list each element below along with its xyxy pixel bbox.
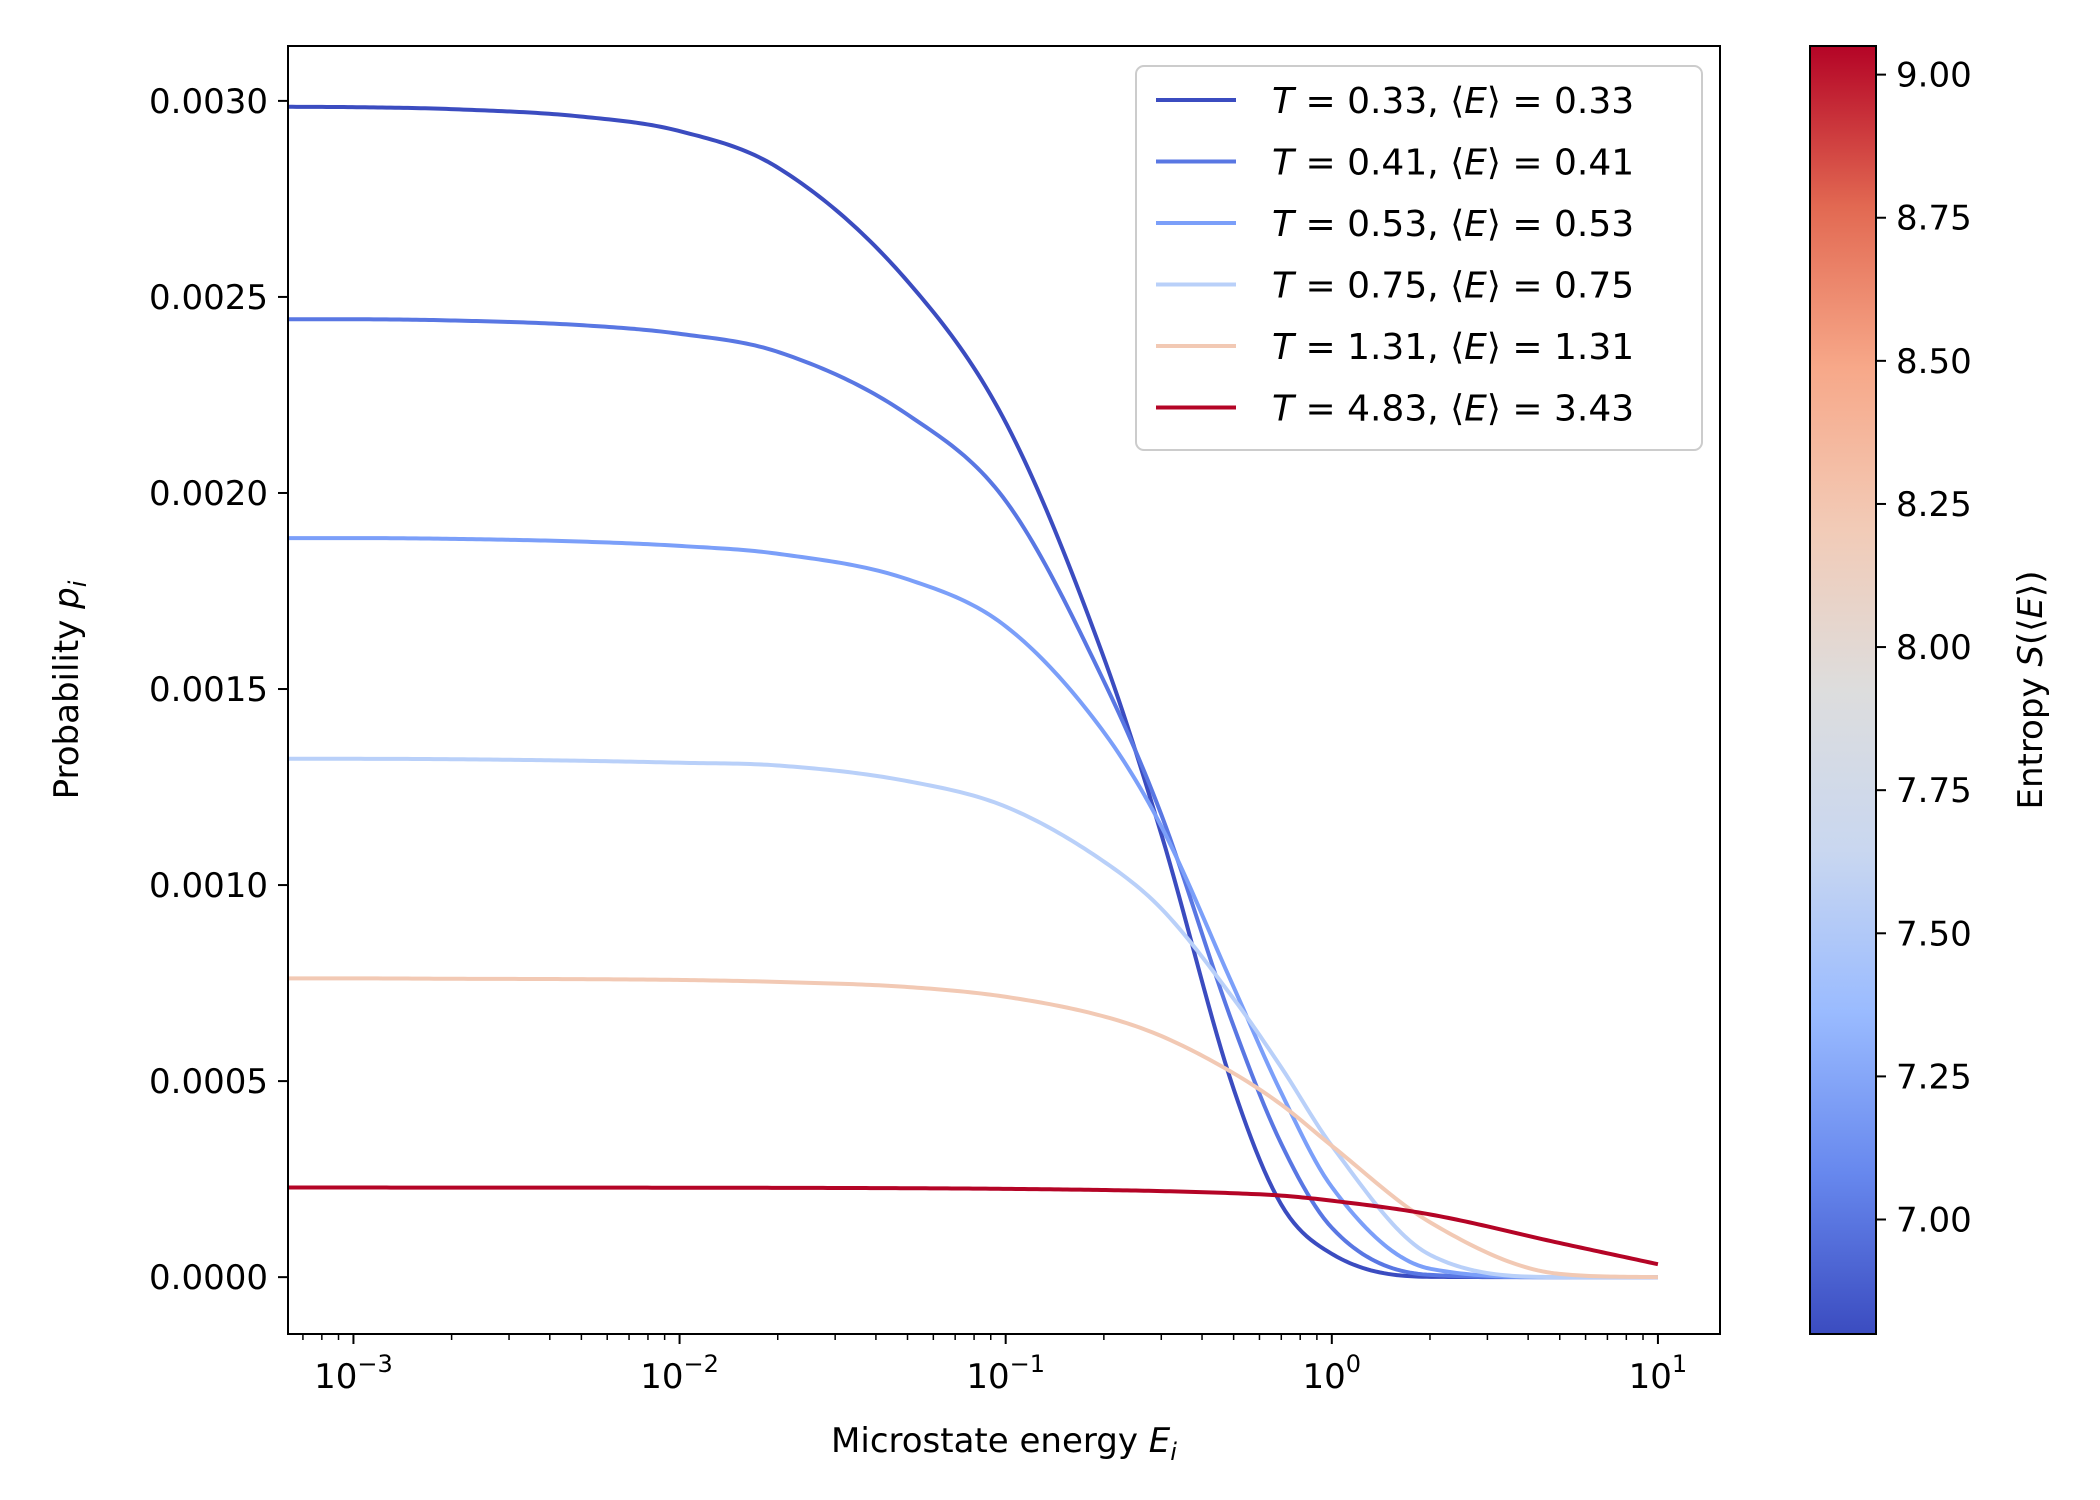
series-line-6 bbox=[288, 1185, 1659, 1267]
colorbar-label-inner: E bbox=[2011, 596, 2051, 618]
x-tick-label: 10−3 bbox=[314, 1350, 393, 1397]
y-tick-label: 0.0000 bbox=[149, 1258, 268, 1298]
legend-entry: T = 0.41, ⟨E⟩ = 0.41 bbox=[1272, 143, 1634, 184]
y-axis-label: Probability pi bbox=[47, 580, 92, 799]
x-axis-label: Microstate energy Ei bbox=[831, 1421, 1177, 1466]
colorbar-ticks: 7.00 7.25 7.50 7.75 8.00 8.25 8.50 8.75 9.00 bbox=[1876, 56, 1972, 1241]
series-lines bbox=[288, 104, 1659, 1280]
x-axis-label-subscript: i bbox=[1170, 1438, 1177, 1466]
colorbar-tick-label: 7.75 bbox=[1896, 771, 1972, 811]
series-line-3 bbox=[288, 536, 1658, 1280]
x-axis-label-symbol: E bbox=[1149, 1421, 1171, 1461]
y-tick-label: 0.0020 bbox=[149, 474, 268, 514]
y-tick-label: 0.0010 bbox=[149, 866, 268, 906]
x-tick-label: 10−1 bbox=[966, 1350, 1045, 1397]
y-axis-label-subscript: i bbox=[64, 580, 92, 587]
colorbar-tick-label: 9.00 bbox=[1896, 56, 1972, 96]
legend-entry: T = 4.83, ⟨E⟩ = 3.43 bbox=[1272, 389, 1634, 430]
colorbar-label-text: Entropy bbox=[2011, 677, 2051, 809]
legend-entry: T = 0.33, ⟨E⟩ = 0.33 bbox=[1272, 81, 1634, 122]
x-axis-ticks: 10−3 10−2 10−1 100 101 bbox=[314, 1334, 1687, 1397]
x-tick-label: 10−2 bbox=[640, 1350, 719, 1397]
legend-entry: T = 0.75, ⟨E⟩ = 0.75 bbox=[1272, 266, 1634, 307]
colorbar-tick-label: 8.50 bbox=[1896, 342, 1972, 382]
legend-entry: T = 0.53, ⟨E⟩ = 0.53 bbox=[1272, 204, 1634, 245]
series-line-5 bbox=[288, 976, 1658, 1280]
x-axis-minor-ticks bbox=[302, 1334, 1644, 1340]
x-tick-label: 100 bbox=[1303, 1350, 1362, 1397]
legend: T = 0.33, ⟨E⟩ = 0.33 T = 0.41, ⟨E⟩ = 0.41… bbox=[1135, 65, 1703, 451]
y-tick-label: 0.0015 bbox=[149, 670, 268, 710]
x-axis-label-text: Microstate energy bbox=[831, 1421, 1138, 1461]
y-axis-ticks: 0.0000 0.0005 0.0010 0.0015 0.0020 0.0025 0.00… bbox=[149, 82, 288, 1298]
y-tick-label: 0.0030 bbox=[149, 82, 268, 122]
colorbar-tick-label: 7.25 bbox=[1896, 1057, 1972, 1097]
colorbar-label-symbol: S bbox=[2011, 645, 2051, 667]
x-tick-label: 101 bbox=[1629, 1350, 1688, 1397]
series-line-4 bbox=[288, 756, 1658, 1280]
colorbar-tick-label: 8.75 bbox=[1896, 199, 1972, 239]
y-tick-label: 0.0005 bbox=[149, 1062, 268, 1102]
colorbar: 7.00 7.25 7.50 7.75 8.00 8.25 8.50 8.75 9.00 Ent… bbox=[1809, 45, 2051, 1335]
y-tick-label: 0.0025 bbox=[149, 278, 268, 318]
colorbar-gradient bbox=[1809, 45, 1877, 1335]
colorbar-tick-label: 7.50 bbox=[1896, 914, 1972, 954]
colorbar-tick-label: 7.00 bbox=[1896, 1201, 1972, 1241]
legend-entry: T = 1.31, ⟨E⟩ = 1.31 bbox=[1272, 327, 1634, 368]
colorbar-label: Entropy S(⟨E⟩) bbox=[2011, 570, 2051, 809]
y-axis-label-text: Probability bbox=[47, 620, 87, 800]
series-line-2 bbox=[288, 317, 1658, 1280]
y-axis-label-symbol: p bbox=[47, 587, 87, 610]
legend-box bbox=[1135, 65, 1703, 451]
colorbar-tick-label: 8.00 bbox=[1896, 628, 1972, 668]
colorbar-tick-label: 8.25 bbox=[1896, 485, 1972, 525]
